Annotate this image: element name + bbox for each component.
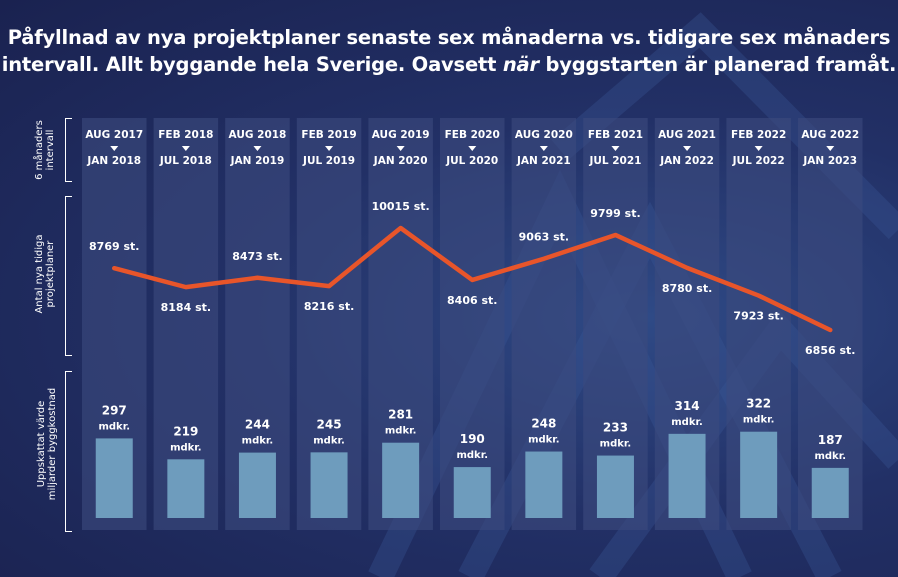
bar-value-label-2: 244 <box>245 418 270 432</box>
title-line-1: Påfyllnad av nya projektplaner senaste s… <box>7 26 891 49</box>
bar-value-label-1: 219 <box>173 424 198 438</box>
line-value-label-0: 8769 st. <box>89 240 139 253</box>
period-end-label-8: JAN 2022 <box>659 155 714 167</box>
chart-title: Påfyllnad av nya projektplaner senaste s… <box>0 24 898 78</box>
period-end-label-1: JUL 2018 <box>159 155 212 167</box>
period-end-label-3: JUL 2019 <box>302 155 355 167</box>
bar-unit-label-9: mdkr. <box>743 415 775 426</box>
period-start-label-7: FEB 2021 <box>588 129 643 141</box>
title-line-2-end: byggstarten är planerad framåt. <box>538 53 897 76</box>
period-arrow-icon-5 <box>468 146 477 151</box>
bar-unit-label-2: mdkr. <box>242 436 274 447</box>
bracket-value <box>65 371 72 532</box>
period-arrow-icon-6 <box>539 146 548 151</box>
period-end-label-4: JAN 2020 <box>373 155 428 167</box>
bar-value-label-6: 248 <box>531 417 556 431</box>
bar-unit-label-5: mdkr. <box>456 450 488 461</box>
bar-value-label-8: 314 <box>675 399 700 413</box>
bar-value-9 <box>740 431 778 518</box>
line-value-label-8: 8780 st. <box>662 282 712 295</box>
bar-unit-label-4: mdkr. <box>385 426 417 437</box>
period-start-label-8: AUG 2021 <box>658 129 716 141</box>
period-start-label-0: AUG 2017 <box>85 129 143 141</box>
title-line-2: intervall. Allt byggande hela Sverige. O… <box>0 51 898 78</box>
period-end-label-0: JAN 2018 <box>86 155 141 167</box>
period-arrow-icon-7 <box>611 146 620 151</box>
bar-value-label-4: 281 <box>388 408 413 422</box>
bar-value-label-0: 297 <box>102 403 127 417</box>
line-value-label-5: 8406 st. <box>447 294 497 307</box>
line-value-label-10: 6856 st. <box>805 344 855 357</box>
period-arrow-icon-0 <box>110 146 119 151</box>
period-start-label-5: FEB 2020 <box>445 129 500 141</box>
bar-value-5 <box>453 467 491 518</box>
line-value-label-1: 8184 st. <box>161 301 211 314</box>
bar-value-label-9: 322 <box>746 397 771 411</box>
period-start-label-9: FEB 2022 <box>731 129 786 141</box>
bar-unit-label-8: mdkr. <box>671 417 703 428</box>
period-arrow-icon-8 <box>683 146 692 151</box>
bracket-interval <box>65 118 72 182</box>
period-start-label-3: FEB 2019 <box>301 129 356 141</box>
period-start-label-6: AUG 2020 <box>515 129 573 141</box>
period-end-label-6: JAN 2021 <box>516 155 571 167</box>
period-start-label-4: AUG 2019 <box>372 129 430 141</box>
period-arrow-icon-1 <box>181 146 190 151</box>
line-value-label-7: 9799 st. <box>590 207 640 220</box>
bar-value-3 <box>310 452 348 518</box>
period-end-label-10: JAN 2023 <box>802 155 857 167</box>
period-end-label-2: JAN 2019 <box>230 155 285 167</box>
bar-value-label-7: 233 <box>603 421 628 435</box>
title-line-2-start: intervall. Allt byggande hela Sverige. O… <box>1 53 503 76</box>
bar-value-8 <box>668 433 706 518</box>
period-arrow-icon-10 <box>826 146 835 151</box>
period-start-label-2: AUG 2018 <box>229 129 287 141</box>
line-value-label-6: 9063 st. <box>519 231 569 244</box>
bar-value-2 <box>238 452 276 518</box>
line-value-label-4: 10015 st. <box>372 200 430 213</box>
line-value-label-2: 8473 st. <box>232 250 282 263</box>
period-arrow-icon-3 <box>325 146 334 151</box>
bar-value-label-5: 190 <box>460 432 485 446</box>
period-column-10 <box>798 118 863 530</box>
bar-value-label-10: 187 <box>818 433 843 447</box>
bar-value-label-3: 245 <box>317 417 342 431</box>
period-arrow-icon-2 <box>253 146 262 151</box>
line-value-label-9: 7923 st. <box>733 310 783 323</box>
period-arrow-icon-9 <box>754 146 763 151</box>
bar-value-1 <box>167 459 205 518</box>
bar-value-4 <box>382 442 420 518</box>
bar-unit-label-3: mdkr. <box>313 435 345 446</box>
bar-value-6 <box>525 451 563 518</box>
title-emphasis: när <box>502 53 539 76</box>
period-end-label-7: JUL 2021 <box>588 155 641 167</box>
bar-unit-label-1: mdkr. <box>170 442 202 453</box>
bar-value-10 <box>811 467 849 518</box>
bracket-projects <box>65 196 72 356</box>
bar-value-7 <box>596 455 634 518</box>
line-value-label-3: 8216 st. <box>304 300 354 313</box>
bar-value-0 <box>95 438 133 518</box>
period-column-5 <box>440 118 505 530</box>
bar-unit-label-6: mdkr. <box>528 435 560 446</box>
period-start-label-1: FEB 2018 <box>158 129 213 141</box>
period-arrow-icon-4 <box>396 146 405 151</box>
bar-unit-label-7: mdkr. <box>600 439 632 450</box>
period-end-label-9: JUL 2022 <box>732 155 785 167</box>
period-end-label-5: JUL 2020 <box>445 155 498 167</box>
period-start-label-10: AUG 2022 <box>801 129 859 141</box>
bar-unit-label-0: mdkr. <box>98 421 130 432</box>
bar-unit-label-10: mdkr. <box>814 451 846 462</box>
